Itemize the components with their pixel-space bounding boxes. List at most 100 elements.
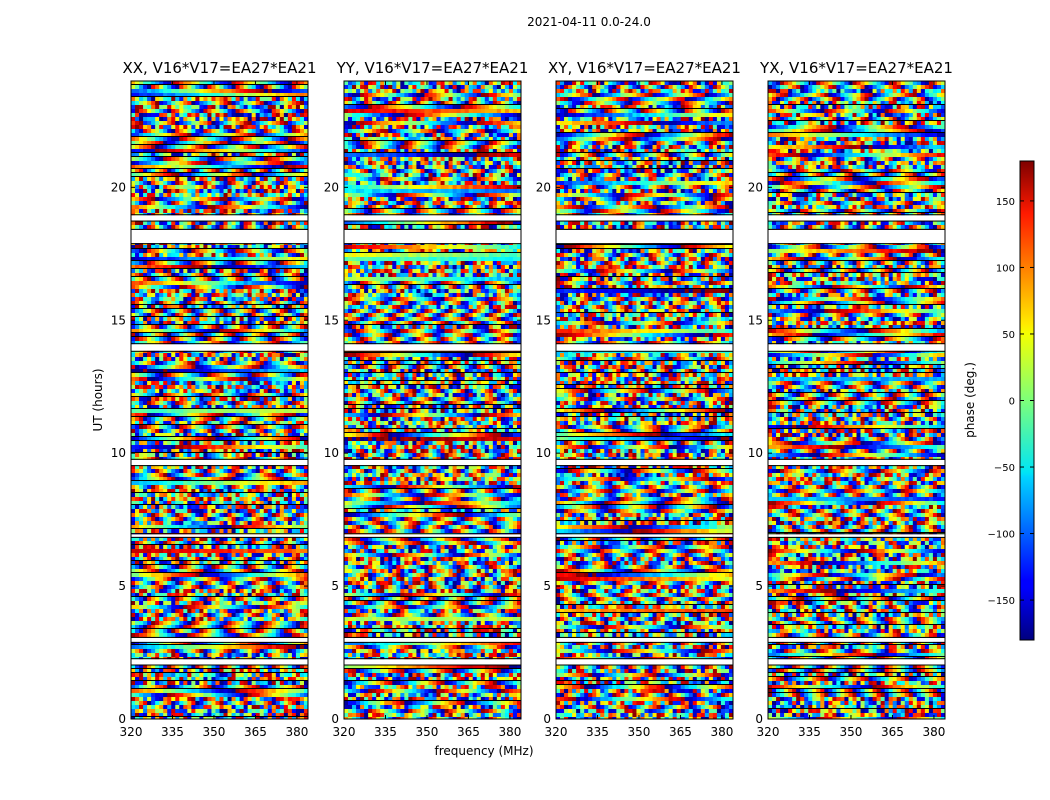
heatmap-cell <box>299 509 305 514</box>
heatmap-cell <box>135 525 140 530</box>
heatmap-cell <box>271 173 277 178</box>
heatmap-cell <box>295 369 301 374</box>
heatmap-cell <box>179 469 184 474</box>
heatmap-cell <box>191 245 196 250</box>
heatmap-cell <box>135 137 140 142</box>
heatmap-cell <box>147 165 152 170</box>
heatmap-cell <box>243 137 249 142</box>
heatmap-cell <box>195 289 200 294</box>
heatmap-cell <box>283 429 289 434</box>
heatmap-cell <box>131 248 308 249</box>
heatmap-cell <box>215 181 221 186</box>
heatmap-cell <box>187 245 192 250</box>
heatmap-cell <box>267 205 273 210</box>
heatmap-cell <box>291 121 297 126</box>
heatmap-cell <box>263 169 269 174</box>
heatmap-cell <box>139 273 144 278</box>
heatmap-cell <box>187 181 192 186</box>
heatmap-cell <box>187 121 192 126</box>
heatmap-cell <box>179 105 184 110</box>
heatmap-cell <box>255 489 261 494</box>
heatmap-cell <box>259 129 265 134</box>
heatmap-cell <box>219 137 225 142</box>
heatmap-cell <box>135 429 140 434</box>
heatmap-cell <box>243 469 249 474</box>
heatmap-cell <box>279 441 285 446</box>
heatmap-cell <box>239 265 245 270</box>
heatmap-cell <box>299 505 305 510</box>
heatmap-cell <box>219 333 225 338</box>
heatmap-cell <box>199 401 205 406</box>
heatmap-cell <box>219 277 225 282</box>
heatmap-cell <box>259 281 265 286</box>
heatmap-cell <box>131 133 136 138</box>
heatmap-cell <box>295 265 301 270</box>
heatmap-cell <box>299 109 305 114</box>
heatmap-cell <box>143 369 148 374</box>
heatmap-cell <box>175 201 180 206</box>
heatmap-cell <box>267 445 273 450</box>
heatmap-cell <box>279 265 285 270</box>
heatmap-cell <box>203 181 209 186</box>
heatmap-cell <box>287 521 293 526</box>
heatmap-cell <box>151 493 156 498</box>
heatmap-cell <box>131 529 136 534</box>
heatmap-cell <box>231 149 237 154</box>
heatmap-cell <box>271 193 277 198</box>
heatmap-cell <box>231 365 237 370</box>
heatmap-cell <box>139 161 144 166</box>
heatmap-cell <box>211 445 217 450</box>
heatmap-cell <box>163 309 168 314</box>
heatmap-cell <box>239 301 245 306</box>
heatmap-cell <box>131 361 136 366</box>
heatmap-cell <box>187 421 192 426</box>
heatmap-cell <box>279 137 285 142</box>
heatmap-cell <box>275 305 281 310</box>
heatmap-cell <box>135 97 140 102</box>
heatmap-cell <box>239 429 245 434</box>
heatmap-cell <box>255 441 261 446</box>
heatmap-cell <box>223 357 229 362</box>
heatmap-cell <box>175 317 180 322</box>
heatmap-cell <box>199 361 205 366</box>
heatmap-cell <box>255 89 261 94</box>
heatmap-cell <box>251 277 257 282</box>
heatmap-cell <box>287 357 293 362</box>
heatmap-cell <box>219 369 225 374</box>
heatmap-cell <box>263 189 269 194</box>
heatmap-cell <box>235 465 241 470</box>
heatmap-cell <box>211 425 217 430</box>
heatmap-cell <box>195 493 200 498</box>
heatmap-cell <box>203 157 209 162</box>
heatmap-cell <box>139 361 144 366</box>
heatmap-cell <box>175 529 180 534</box>
heatmap-cell <box>135 377 140 382</box>
heatmap-cell <box>251 429 257 434</box>
heatmap-cell <box>167 161 172 166</box>
heatmap-cell <box>223 289 229 294</box>
heatmap-cell <box>263 281 269 286</box>
heatmap-cell <box>159 477 164 482</box>
heatmap-cell <box>207 353 213 358</box>
heatmap-cell <box>259 245 265 250</box>
heatmap-cell <box>259 437 265 442</box>
heatmap-cell <box>275 313 281 318</box>
heatmap-cell <box>171 205 176 210</box>
heatmap-cell <box>243 145 249 150</box>
heatmap-cell <box>159 377 164 382</box>
heatmap-cell <box>227 505 233 510</box>
heatmap-cell <box>215 269 221 274</box>
heatmap-cell <box>267 389 273 394</box>
heatmap-cell <box>215 161 221 166</box>
heatmap-cell <box>143 413 148 418</box>
heatmap-cell <box>291 377 297 382</box>
heatmap-cell <box>179 509 184 514</box>
heatmap-cell <box>203 141 209 146</box>
heatmap-cell <box>291 517 297 522</box>
heatmap-cell <box>135 85 140 90</box>
heatmap-cell <box>195 261 200 266</box>
heatmap-cell <box>167 481 172 486</box>
heatmap-cell <box>179 433 184 438</box>
heatmap-cell <box>219 449 225 454</box>
heatmap-cell <box>163 157 168 162</box>
